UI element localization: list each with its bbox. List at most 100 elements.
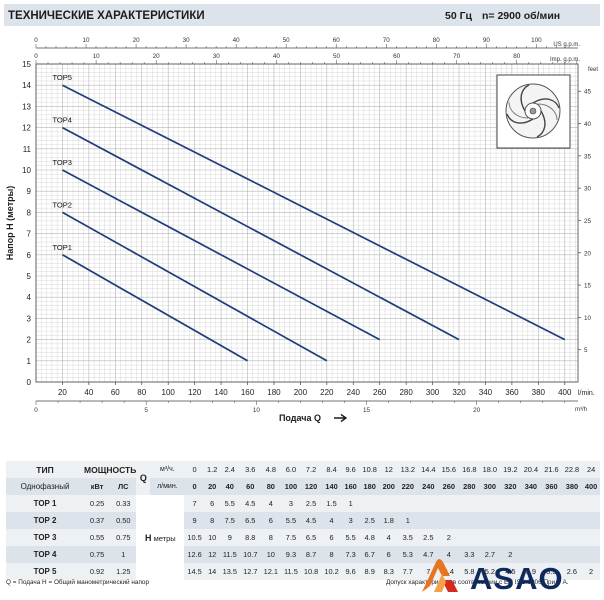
x-tick-label: 60 [111,388,120,397]
tolerance-text: Допуск характеристик в соответствии с EN… [386,579,569,586]
y-tick-label: 2 [27,336,32,345]
head-value: 9.6 [345,567,356,576]
imp-gpm-tick-label: 50 [333,53,341,60]
y-tick-label: 4 [27,293,32,302]
curve-top4 [62,126,460,341]
head-value: 7 [192,499,197,508]
table-row: TOP 2 0.37 0.50 9 8 7.5 6.5 6 5.5 4.5 4 3 2.5 1.8 1 [6,512,600,529]
x-tick-label: 240 [347,388,361,397]
head-value [459,495,480,512]
curve-top3 [62,169,381,341]
imp-gpm-tick-label: 70 [453,53,461,60]
head-value [582,495,600,512]
power-hp: 0.50 [116,516,131,525]
x-tick-label: 340 [479,388,493,397]
model-name: TOP 4 [33,550,57,559]
imp-gpm-tick-label: 80 [513,53,521,60]
y-axis-label: Напор H (метры) [5,186,15,261]
q-m3h-value: 20.4 [523,465,539,474]
y-tick-label: 12 [22,124,31,133]
m3h-tick-label: 0 [34,407,38,414]
col-type-header: ТИП [36,464,54,475]
curve-top2 [62,211,328,362]
col-power-header: МОЩНОСТЬ [84,464,137,475]
us-gpm-label: US g.p.m. [553,42,580,48]
us-gpm-tick-label: 100 [531,37,542,44]
head-value: 9 [227,533,232,542]
x-tick-label: 20 [58,388,67,397]
q-lmin-value: 240 [422,482,435,491]
head-value [380,495,398,512]
head-value: 5.5 [285,516,297,525]
head-value: 14 [208,567,217,576]
head-value [398,495,419,512]
unit-lmin: л/мин. [157,483,178,490]
x-tick-label: 320 [452,388,466,397]
q-m3h-value: 21.6 [544,465,559,474]
feet-tick-label: 20 [584,250,592,257]
head-value: 8 [329,550,334,559]
head-value: 7.5 [224,516,235,525]
head-value [418,512,439,529]
q-m3h-value: 0 [192,465,197,474]
head-value: 3.5 [402,533,413,542]
y-tick-label: 3 [27,314,32,323]
x-axis-label: Подача Q [279,413,321,423]
head-value: 7 [426,567,431,576]
q-lmin-value: 320 [504,482,517,491]
head-value: 5.3 [402,550,413,559]
x-unit-label: l/min. [578,390,595,397]
head-value: 4 [446,550,451,559]
head-value: 5.8 [464,567,475,576]
q-m3h-value: 19.2 [503,465,518,474]
head-value [439,512,460,529]
head-value: 5.2 [484,567,495,576]
head-value [439,495,460,512]
footnote-legend: Q = Подача H = Общий манометрический нап… [6,579,149,586]
head-value [500,512,521,529]
x-tick-label: 380 [532,388,546,397]
power-hp: 1 [121,550,126,559]
head-value [459,529,480,546]
q-m3h-value: 3.6 [245,465,256,474]
us-gpm-tick-label: 60 [333,37,341,44]
head-value [500,529,521,546]
head-value: 2.5 [423,533,434,542]
y-tick-label: 7 [27,230,32,239]
head-value: 3 [348,516,353,525]
m3h-tick-label: 15 [363,407,371,414]
head-value: 3.3 [546,567,557,576]
head-value: 12.1 [263,567,278,576]
us-gpm-tick-label: 80 [433,37,441,44]
head-value: 9 [192,516,197,525]
us-gpm-tick-label: 30 [183,37,191,44]
head-value: 14.5 [187,567,202,576]
q-m3h-value: 1.2 [207,465,218,474]
head-value [562,512,583,529]
q-m3h-value: 18.0 [482,465,498,474]
q-m3h-value: 15.6 [441,465,457,474]
head-value: 3 [288,499,293,508]
x-axis-arrow-icon [334,413,348,423]
q-lmin-value: 40 [225,482,234,491]
feet-tick-label: 15 [584,283,592,290]
feet-tick-label: 45 [584,89,592,96]
head-value: 5.5 [345,533,356,542]
plot-frame [35,63,579,383]
head-value: 11.5 [222,550,237,559]
x-tick-label: 120 [188,388,202,397]
sub-type-header: Однофазный [20,482,70,491]
head-value: 12.6 [187,550,202,559]
x-tick-label: 180 [267,388,281,397]
head-value: 6.5 [305,533,317,542]
y-tick-label: 8 [27,208,32,217]
curve-label-top4: TOP4 [52,116,71,125]
x-tick-label: 300 [426,388,440,397]
head-value [480,512,501,529]
imp-gpm-label: Imp. g.p.m. [550,57,580,63]
q-m3h-value: 22.8 [564,465,580,474]
head-value: 10.5 [187,533,202,542]
head-value: 1 [405,516,410,525]
head-value: 11.5 [284,567,298,576]
curve-top5 [62,84,566,341]
